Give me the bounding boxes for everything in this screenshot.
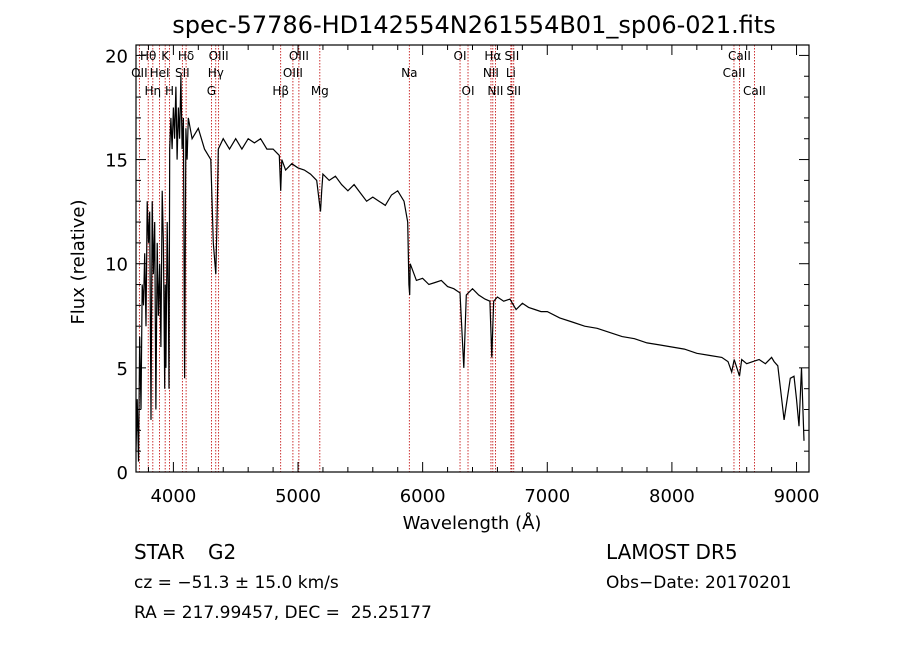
redshift-velocity: cz = −51.3 ± 15.0 km/s (134, 573, 339, 593)
y-tick-label: 20 (105, 46, 128, 67)
marker-label: NII (483, 66, 499, 80)
x-axis-label: Wavelength (Å) (403, 512, 542, 534)
marker-label: G (207, 84, 216, 98)
y-tick-label: 0 (117, 463, 128, 484)
x-tick-label: 5000 (275, 486, 321, 507)
marker-label: Hθ (140, 49, 156, 63)
observation-date: Obs−Date: 20170201 (606, 573, 792, 593)
line-markers (138, 45, 755, 472)
marker-label: OI (462, 84, 475, 98)
y-axis-ticks: 0 5 10 15 20 (105, 46, 809, 484)
marker-label: Hβ (272, 84, 289, 98)
marker-label: Li (506, 66, 516, 80)
marker-label: Na (401, 66, 417, 80)
y-axis-label: Flux (relative) (68, 199, 89, 324)
marker-label: OII (131, 66, 148, 80)
plot-frame (135, 44, 810, 473)
marker-label: NII (487, 84, 503, 98)
marker-label: SII (506, 84, 521, 98)
marker-label: OIII (289, 49, 309, 63)
marker-label: Hγ (208, 66, 224, 80)
marker-label: SII (505, 49, 520, 63)
marker-label: HeI (150, 66, 170, 80)
marker-label: CaII (723, 66, 746, 80)
x-tick-label: 4000 (150, 486, 196, 507)
y-tick-label: 5 (117, 359, 128, 380)
marker-label: CaII (728, 49, 751, 63)
marker-label: OI (454, 49, 467, 63)
object-subclass: G2 (208, 540, 237, 564)
marker-label: CaII (743, 84, 766, 98)
chart-title: spec-57786-HD142554N261554B01_sp06-021.f… (172, 11, 776, 39)
survey-name: LAMOST DR5 (606, 540, 738, 564)
object-class: STAR (134, 540, 185, 564)
marker-label: H (165, 84, 174, 98)
spectrum-line (135, 76, 805, 462)
line-marker-labels: Hθ K Hδ OIII OIII OI Hα SII CaII OII HeI SII Hγ OIII N… (131, 49, 766, 98)
y-tick-label: 15 (105, 151, 128, 172)
y-tick-label: 10 (105, 255, 128, 276)
marker-label: OIII (283, 66, 303, 80)
marker-label: OIII (209, 49, 229, 63)
x-tick-label: 7000 (524, 486, 570, 507)
marker-label: K (161, 49, 170, 63)
marker-label: SII (175, 66, 190, 80)
marker-label: Hδ (178, 49, 194, 63)
marker-label: Hη (145, 84, 162, 98)
marker-label: Mg (311, 84, 329, 98)
marker-label: Hα (484, 49, 501, 63)
x-tick-label: 6000 (400, 486, 446, 507)
coordinates: RA = 217.99457, DEC = 25.25177 (134, 603, 432, 623)
x-tick-label: 8000 (649, 486, 695, 507)
x-tick-label: 9000 (774, 486, 820, 507)
x-axis-ticks: 4000 5000 6000 7000 8000 9000 (147, 45, 820, 507)
